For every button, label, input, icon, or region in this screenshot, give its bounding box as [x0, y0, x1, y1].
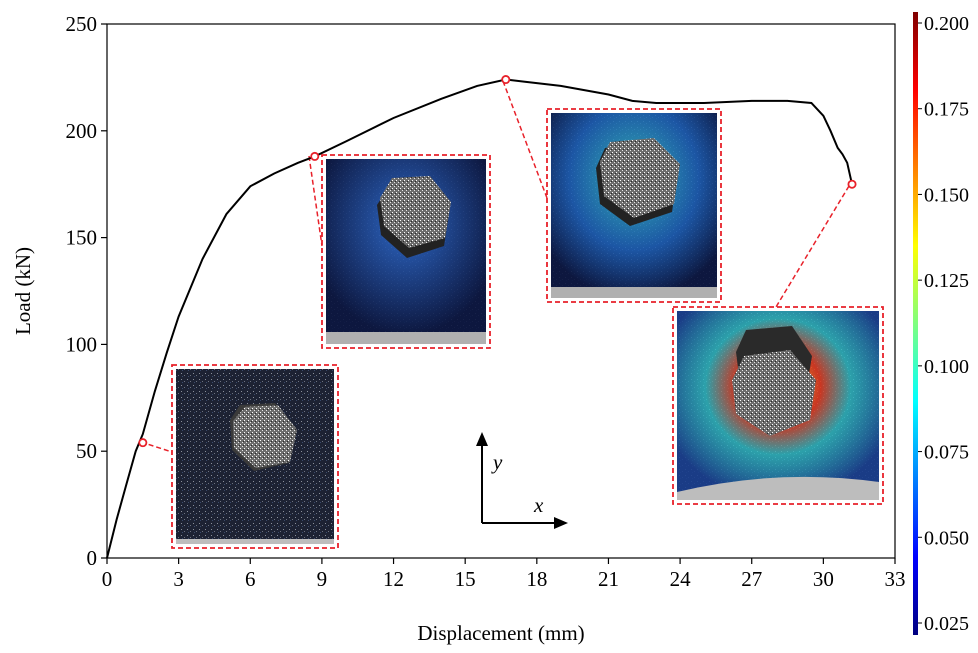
- y-tick-label: 0: [87, 546, 98, 570]
- x-tick-label: 3: [173, 567, 184, 591]
- y-axis-label: Load (kN): [11, 247, 35, 335]
- colorbar-tick-label: 0.125: [924, 270, 969, 292]
- colorbar-tick-label: 0.100: [924, 356, 969, 378]
- inset-1-callout-box: [171, 364, 339, 549]
- y-tick-label: 50: [76, 439, 97, 463]
- y-tick-label: 250: [66, 12, 98, 36]
- key-point-marker-3: [501, 75, 511, 85]
- x-direction-label: x: [533, 493, 544, 517]
- x-tick-label: 9: [317, 567, 328, 591]
- callout-leaders: [140, 80, 850, 453]
- dic-inset-1: [171, 364, 339, 549]
- colorbar-tick-label: 0.075: [924, 442, 969, 464]
- key-point-marker-2: [310, 151, 320, 161]
- y-direction-label: y: [491, 450, 503, 474]
- dic-inset-2: [321, 154, 491, 349]
- x-arrow-icon: [554, 517, 568, 529]
- x-tick-label: 33: [885, 567, 906, 591]
- inset-4-callout-box: [672, 306, 884, 505]
- dic-inset-3: [546, 108, 722, 303]
- y-axis-ticks: 0 50 100 150 200 250: [66, 12, 107, 570]
- load-displacement-line: [106, 78, 853, 559]
- x-axis-label: Displacement (mm): [417, 621, 584, 645]
- leader-4: [775, 185, 850, 308]
- key-point-marker-4: [847, 179, 857, 189]
- colorbar-tick-label: 0.025: [924, 613, 969, 635]
- key-point-marker-1: [138, 438, 148, 448]
- x-tick-label: 21: [598, 567, 619, 591]
- leader-2: [308, 155, 323, 247]
- x-axis-ticks: 0 3 6 9 12 15 18 21 24 27 30 33: [102, 558, 906, 591]
- x-tick-label: 30: [813, 567, 834, 591]
- dic-inset-4: [672, 306, 884, 505]
- colorbar-tick-label: 0.200: [924, 13, 969, 35]
- y-tick-label: 150: [66, 226, 98, 250]
- colorbar-tick-label: 0.050: [924, 527, 969, 549]
- plot-frame: [106, 23, 896, 559]
- y-tick-label: 100: [66, 332, 98, 356]
- x-tick-label: 12: [383, 567, 404, 591]
- x-tick-label: 6: [245, 567, 256, 591]
- inset-2-callout-box: [321, 154, 491, 349]
- coordinate-axes-indicator: y x: [476, 432, 568, 529]
- x-tick-label: 24: [670, 567, 692, 591]
- x-tick-label: 18: [526, 567, 547, 591]
- colorbar-tick-label: 0.175: [924, 99, 969, 121]
- y-tick-label: 200: [66, 119, 98, 143]
- y-arrow-icon: [476, 432, 488, 446]
- leader-1: [140, 441, 173, 453]
- key-point-markers: [138, 75, 857, 448]
- x-tick-label: 27: [741, 567, 762, 591]
- colorbar-ticks: 0.200 0.175 0.150 0.125 0.100 0.075 0.050 0.025: [918, 13, 969, 635]
- colorbar-tick-label: 0.150: [924, 184, 969, 206]
- x-tick-label: 15: [455, 567, 476, 591]
- colorbar: [913, 12, 918, 635]
- x-tick-label: 0: [102, 567, 113, 591]
- leader-3: [502, 80, 548, 199]
